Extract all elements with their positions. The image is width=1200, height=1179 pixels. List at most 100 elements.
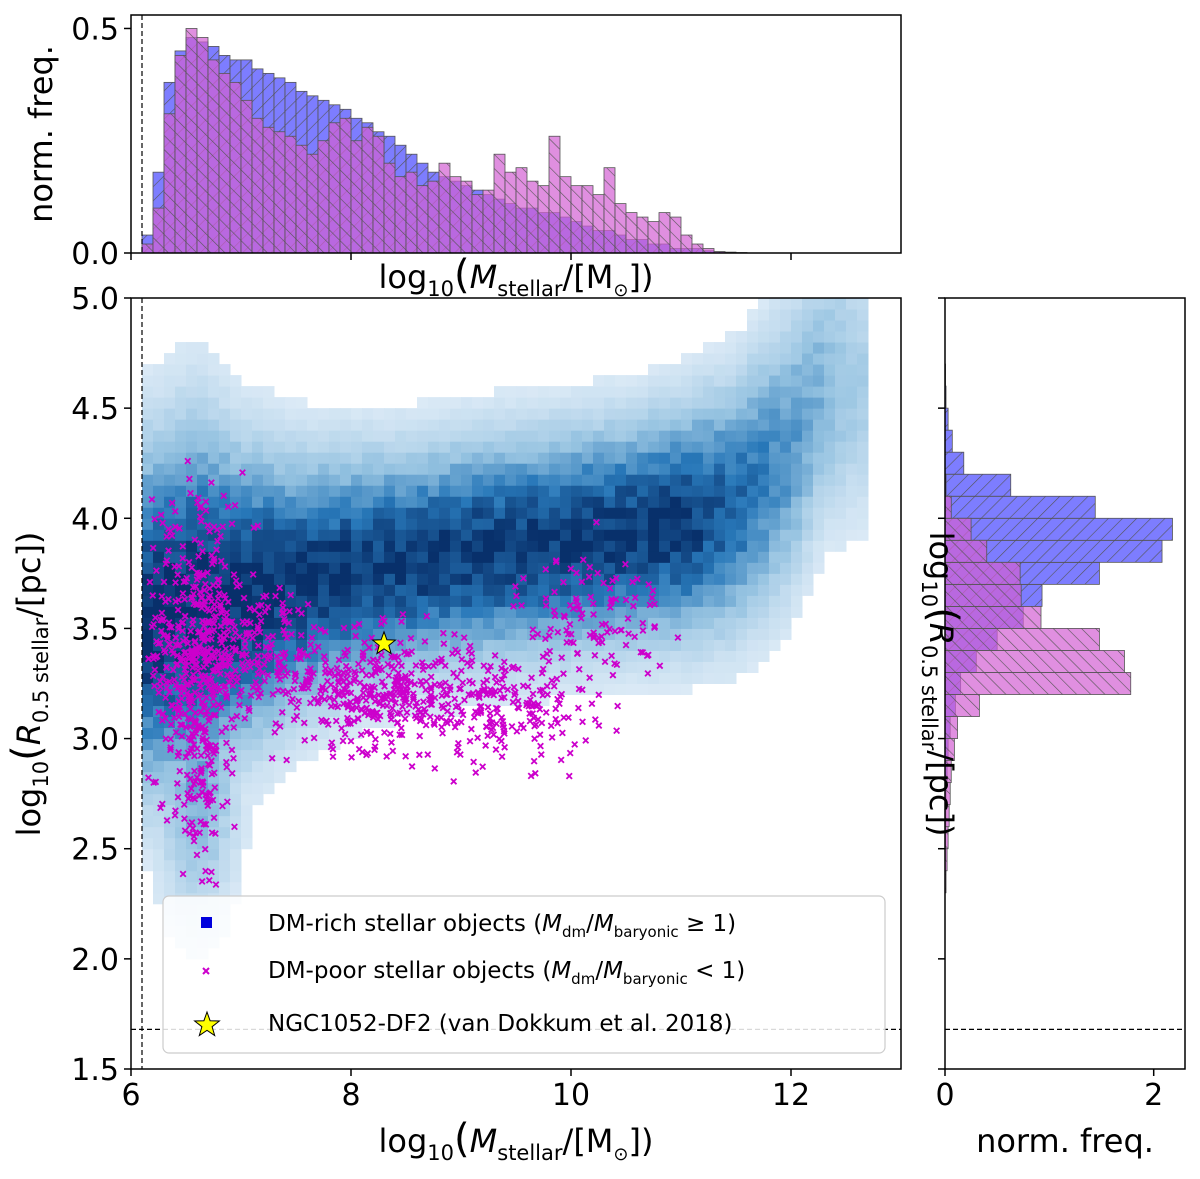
- heatmap-cell: [846, 386, 858, 398]
- heatmap-cell: [780, 375, 792, 387]
- heatmap-cell: [252, 716, 264, 729]
- heatmap-cell: [142, 375, 154, 387]
- heatmap-cell: [637, 661, 649, 673]
- heatmap-cell: [384, 441, 396, 453]
- heatmap-cell: [791, 386, 803, 398]
- dm-poor-point: [180, 578, 188, 586]
- heatmap-cell: [208, 848, 220, 861]
- heatmap-cell: [175, 837, 187, 850]
- heatmap-cell: [813, 485, 825, 497]
- heatmap-cell: [714, 628, 726, 640]
- heatmap-cell: [725, 628, 737, 640]
- heatmap-cell: [439, 672, 451, 684]
- heatmap-cell: [208, 529, 220, 541]
- heatmap-cell: [164, 364, 176, 376]
- dm-poor-point: [589, 600, 597, 608]
- heatmap-cell: [241, 397, 253, 409]
- heatmap-cell: [703, 397, 715, 409]
- heatmap-cell: [648, 364, 660, 376]
- dm-poor-point: [541, 635, 549, 643]
- dm-poor-point: [185, 475, 193, 483]
- heatmap-cell: [417, 529, 429, 541]
- heatmap-cell: [747, 342, 759, 354]
- heatmap-cell: [186, 463, 198, 475]
- heatmap-cell: [505, 419, 517, 431]
- heatmap-cell: [307, 507, 319, 519]
- heatmap-cell: [703, 408, 715, 420]
- heatmap-cell: [175, 881, 187, 894]
- heatmap-cell: [230, 518, 242, 530]
- heatmap-cell: [780, 441, 792, 453]
- dm-poor-point: [164, 635, 171, 642]
- heatmap-cell: [780, 331, 792, 343]
- heatmap-cell: [340, 419, 352, 431]
- heatmap-cell: [483, 606, 495, 618]
- heatmap-cell: [725, 430, 737, 442]
- dm-poor-point: [590, 610, 597, 618]
- heatmap-cell: [703, 584, 715, 596]
- dm-poor-point: [334, 703, 342, 711]
- heatmap-cell: [307, 408, 319, 420]
- dm-poor-point: [249, 683, 257, 691]
- heatmap-cell: [153, 738, 165, 751]
- heatmap-cell: [659, 507, 671, 519]
- heatmap-cell: [428, 529, 440, 541]
- heatmap-cell: [175, 848, 187, 861]
- dm-poor-point: [328, 739, 336, 747]
- heatmap-cell: [505, 386, 517, 398]
- heatmap-cell: [692, 595, 704, 607]
- heatmap-cell: [285, 716, 297, 729]
- heatmap-cell: [274, 529, 286, 541]
- heatmap-cell: [549, 507, 561, 519]
- heatmap-cell: [582, 628, 594, 640]
- heatmap-cell: [197, 364, 209, 376]
- heatmap-cell: [153, 430, 165, 442]
- heatmap-cell: [186, 441, 198, 453]
- heatmap-cell: [516, 419, 528, 431]
- heatmap-cell: [197, 430, 209, 442]
- heatmap-cell: [153, 375, 165, 387]
- heatmap-cell: [604, 606, 616, 618]
- dm-poor-point: [529, 710, 537, 717]
- heatmap-cell: [450, 496, 462, 508]
- heatmap-cell: [846, 320, 858, 332]
- heatmap-cell: [406, 485, 418, 497]
- heatmap-cell: [725, 540, 737, 552]
- heatmap-cell: [571, 386, 583, 398]
- heatmap-cell: [252, 573, 264, 585]
- heatmap-cell: [461, 595, 473, 607]
- heatmap-cell: [461, 540, 473, 552]
- heatmap-cell: [164, 408, 176, 420]
- dm-poor-point: [233, 712, 241, 720]
- heatmap-cell: [615, 661, 627, 673]
- dm-poor-point: [179, 589, 187, 597]
- heatmap-cell: [340, 595, 352, 607]
- heatmap-cell: [692, 529, 704, 541]
- heatmap-cell: [142, 430, 154, 442]
- dm-poor-point: [558, 654, 566, 662]
- dm-poor-point: [180, 676, 188, 684]
- heatmap-cell: [296, 430, 308, 442]
- heatmap-cell: [494, 463, 506, 475]
- heatmap-cell: [340, 617, 352, 629]
- heatmap-cell: [285, 639, 297, 651]
- heatmap-cell: [285, 738, 297, 751]
- heatmap-cell: [670, 452, 682, 464]
- dm-poor-point: [196, 680, 204, 688]
- heatmap-cell: [164, 870, 176, 883]
- dm-poor-point: [399, 703, 406, 711]
- heatmap-cell: [439, 529, 451, 541]
- heatmap-cell: [780, 584, 792, 596]
- heatmap-cell: [142, 859, 154, 872]
- heatmap-cell: [626, 584, 638, 596]
- dm-poor-point: [426, 713, 434, 721]
- heatmap-cell: [714, 562, 726, 574]
- heatmap-cell: [164, 848, 176, 861]
- heatmap-cell: [307, 419, 319, 431]
- heatmap-cell: [791, 584, 803, 596]
- heatmap-cell: [538, 463, 550, 475]
- heatmap-cell: [780, 485, 792, 497]
- heatmap-cell: [439, 430, 451, 442]
- dm-poor-point: [427, 696, 435, 704]
- heatmap-cell: [813, 430, 825, 442]
